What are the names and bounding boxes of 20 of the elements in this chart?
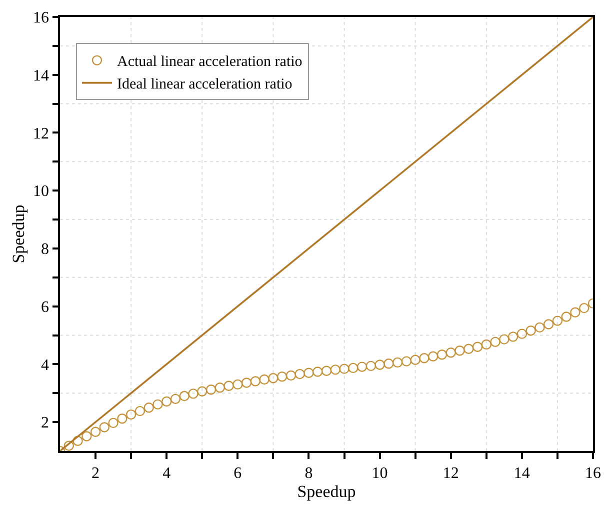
x-tick-label: 6 [234, 464, 242, 482]
x-tick-label: 2 [92, 464, 100, 482]
y-axis-title: Speedup [9, 204, 28, 264]
legend-label: Ideal linear acceleration ratio [116, 76, 292, 93]
y-tick-label: 12 [33, 125, 50, 142]
y-tick-label: 14 [33, 67, 50, 84]
x-axis-title: Speedup [297, 482, 356, 501]
y-tick-label: 4 [41, 356, 50, 374]
x-tick-label: 4 [162, 464, 171, 482]
y-tick-label: 6 [41, 298, 50, 316]
y-tick-label: 2 [41, 414, 50, 432]
y-tick-label: 16 [33, 10, 50, 27]
x-tick-label: 12 [442, 464, 459, 482]
x-tick-label: 10 [372, 464, 388, 482]
legend-label: Actual linear acceleration ratio [116, 54, 302, 70]
x-tick-label: 16 [585, 464, 601, 482]
x-tick-label: 8 [304, 464, 313, 482]
y-tick-label: 10 [33, 183, 50, 200]
x-tick-label: 14 [514, 464, 530, 482]
y-tick-label: 8 [41, 241, 50, 258]
